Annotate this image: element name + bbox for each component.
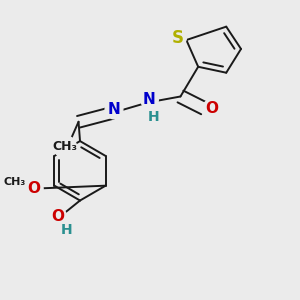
Circle shape [60,223,73,236]
Text: CH₃: CH₃ [4,177,26,187]
Text: O: O [51,209,64,224]
Circle shape [202,100,220,117]
Circle shape [147,111,160,124]
Text: S: S [172,29,184,47]
Text: H: H [148,110,159,124]
Text: N: N [143,92,156,107]
Text: CH₃: CH₃ [53,140,78,153]
Text: H: H [61,223,73,237]
Circle shape [4,171,28,195]
Circle shape [54,136,76,158]
Text: N: N [108,102,120,117]
Circle shape [49,208,67,226]
Circle shape [26,180,43,198]
Circle shape [169,29,186,46]
Text: O: O [205,101,218,116]
Circle shape [105,101,123,119]
Text: O: O [28,181,41,196]
Circle shape [141,91,158,108]
